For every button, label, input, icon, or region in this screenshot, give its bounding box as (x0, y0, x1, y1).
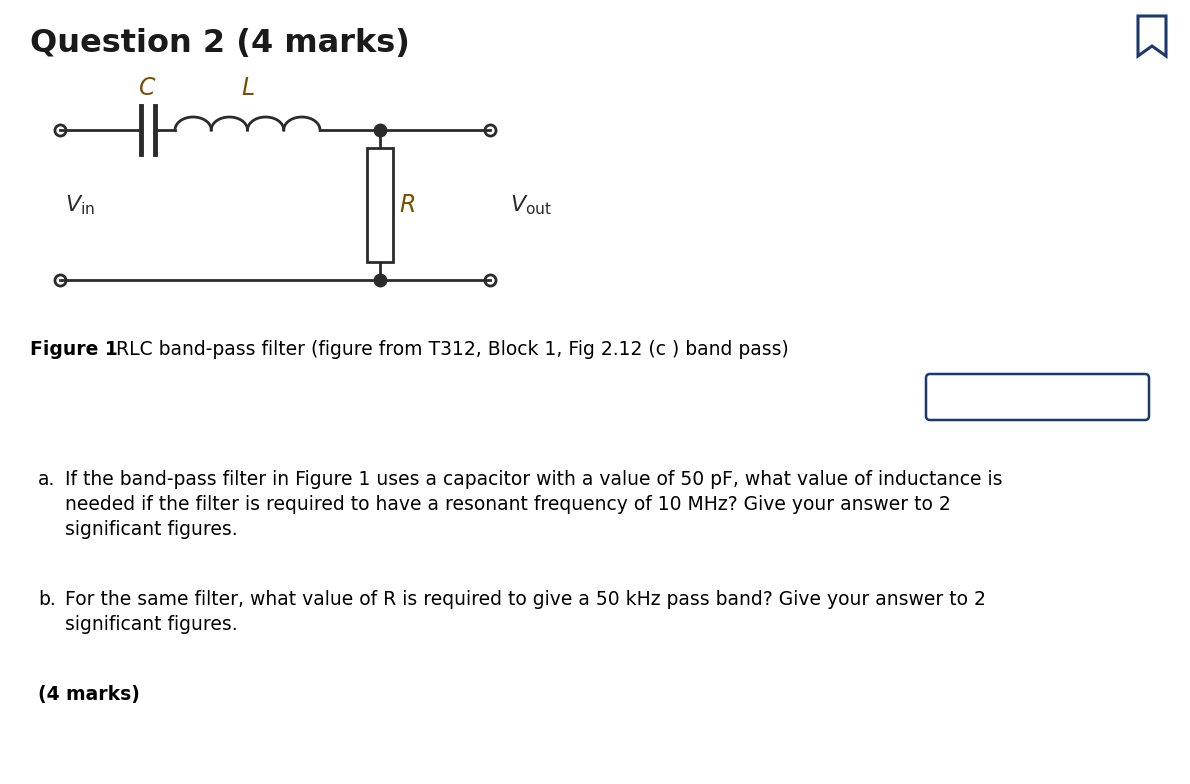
Text: $V_\mathrm{in}$: $V_\mathrm{in}$ (65, 193, 95, 217)
Text: a.: a. (38, 470, 56, 489)
Text: significant figures.: significant figures. (65, 520, 238, 539)
Text: Figure 1: Figure 1 (30, 340, 118, 359)
Text: b.: b. (38, 590, 56, 609)
Text: If the band-pass filter in Figure 1 uses a capacitor with a value of 50 pF, what: If the band-pass filter in Figure 1 uses… (65, 470, 1002, 489)
Text: Show description: Show description (942, 388, 1097, 406)
Text: RLC band-pass filter (figure from T312, Block 1, Fig 2.12 (c ) band pass): RLC band-pass filter (figure from T312, … (98, 340, 789, 359)
Text: needed if the filter is required to have a resonant frequency of 10 MHz? Give yo: needed if the filter is required to have… (65, 495, 951, 514)
Text: For the same filter, what value of R is required to give a 50 kHz pass band? Giv: For the same filter, what value of R is … (65, 590, 985, 609)
Text: $C$: $C$ (138, 76, 156, 100)
Text: $V_\mathrm{out}$: $V_\mathrm{out}$ (511, 193, 552, 217)
Text: Question 2 (4 marks): Question 2 (4 marks) (30, 28, 409, 59)
Text: $R$: $R$ (399, 193, 415, 217)
Text: $L$: $L$ (240, 76, 255, 100)
Bar (367, 148, 393, 262)
Text: significant figures.: significant figures. (65, 615, 238, 634)
FancyBboxPatch shape (926, 374, 1150, 420)
Text: (4 marks): (4 marks) (38, 685, 140, 704)
Text: ✓: ✓ (1120, 388, 1134, 406)
